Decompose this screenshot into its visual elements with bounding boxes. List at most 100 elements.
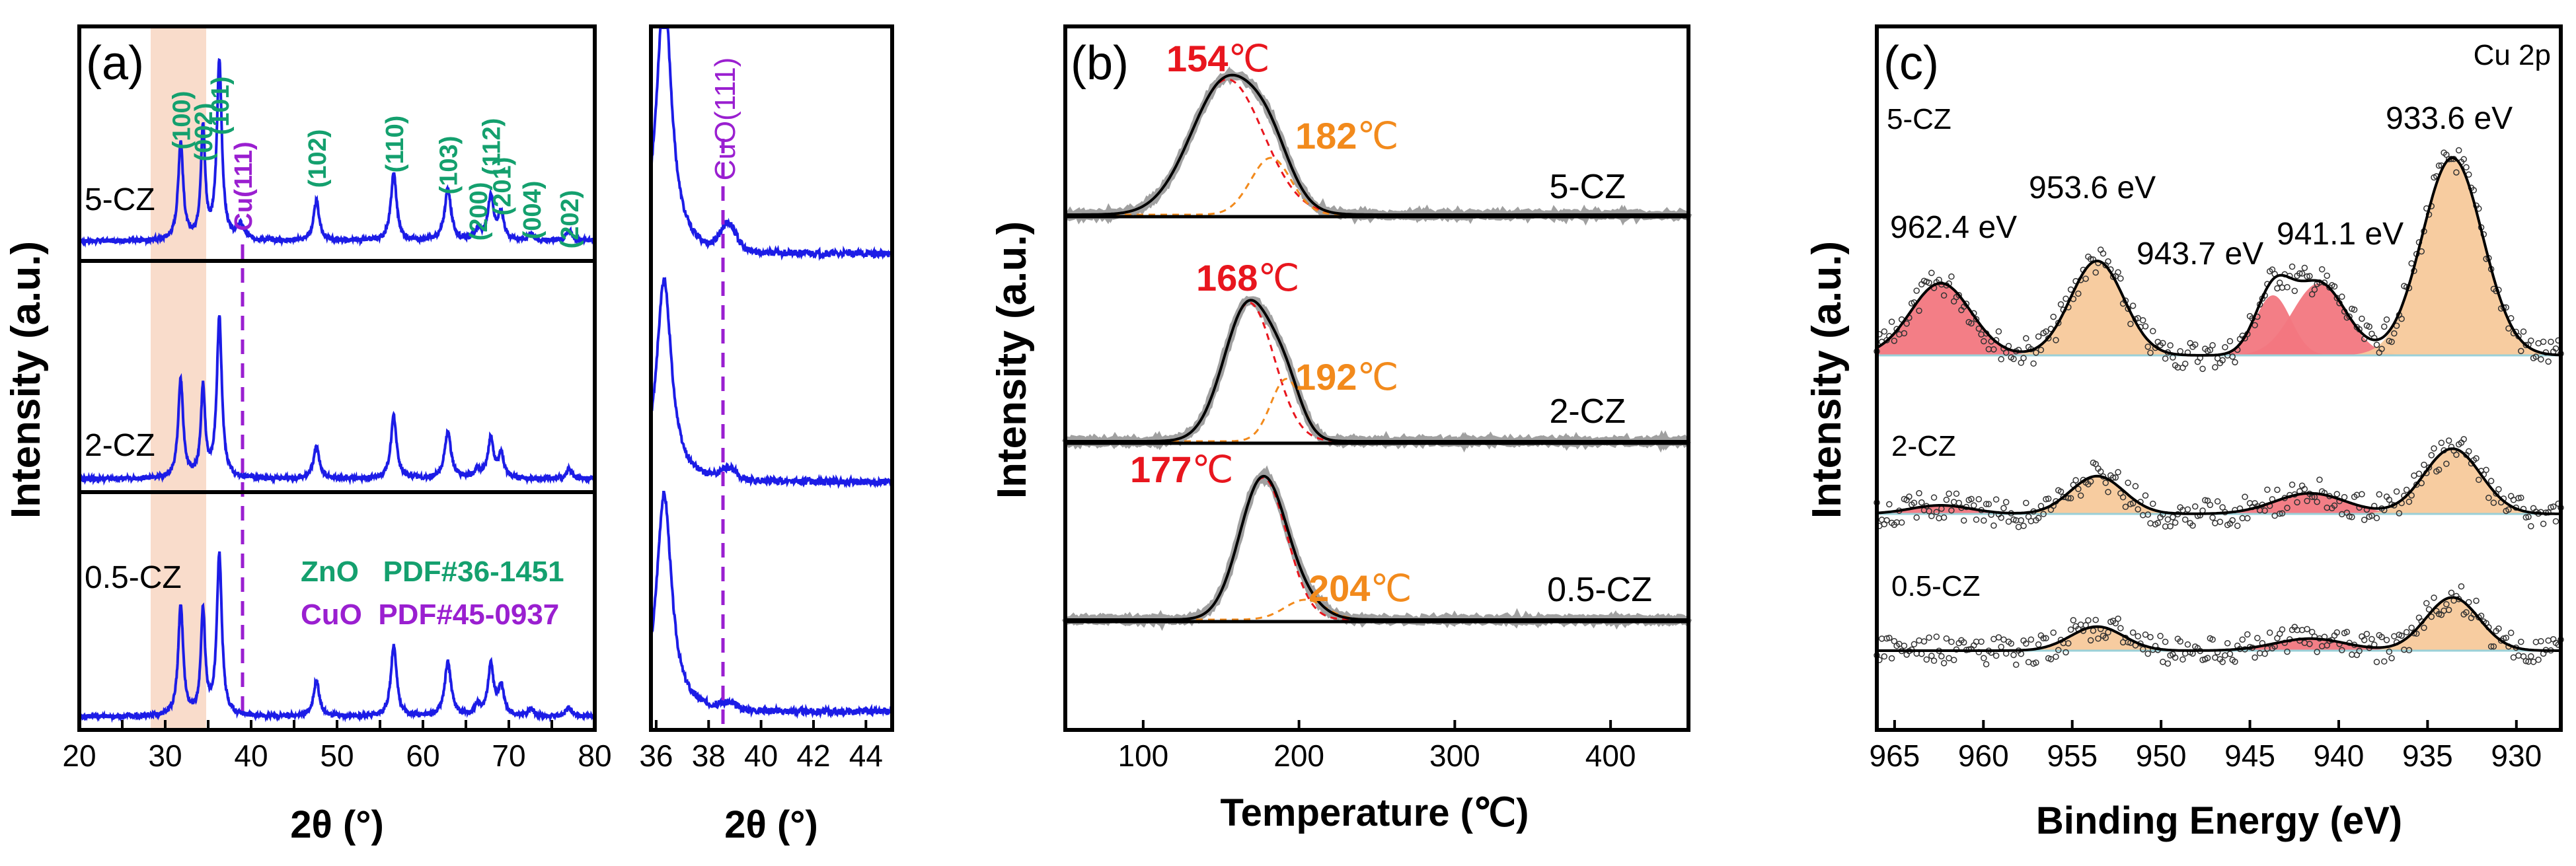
xps-point <box>2460 436 2467 443</box>
xps-point <box>2015 523 2022 530</box>
xps-point <box>2495 486 2502 493</box>
xps-point <box>2518 494 2524 501</box>
xps-point <box>2458 583 2465 590</box>
xps-point <box>1943 496 1950 503</box>
panel-a-zoom-frame <box>649 24 894 732</box>
xrd-zoom-line-5-CZ <box>650 26 893 262</box>
xps-point <box>2112 474 2119 481</box>
panel-c-frame <box>1875 24 2563 732</box>
xps-point <box>2139 317 2146 324</box>
xps-point <box>2383 637 2390 643</box>
zoom-x-tick-label-44: 44 <box>849 739 883 773</box>
xrd-peak-label-(100): (100) <box>168 91 196 150</box>
xps-point <box>2085 617 2092 624</box>
xps-point <box>2505 506 2512 513</box>
xps-point <box>2222 343 2228 351</box>
xps-point <box>2065 640 2072 647</box>
xps-point <box>1973 516 1980 523</box>
panel-c-annotation-953: 953.6 eV <box>2029 170 2156 205</box>
xps-point <box>1985 501 1992 507</box>
xps-point <box>2102 634 2109 641</box>
zoom-x-tick-label-40: 40 <box>744 739 778 773</box>
panel-c-annotation-962: 962.4 eV <box>1890 210 2017 245</box>
xps-point <box>1990 346 1997 353</box>
xps-point <box>2109 474 2117 481</box>
xps-point <box>2097 246 2104 253</box>
xps-envelope-5-CZ <box>1876 156 2559 357</box>
xps-x-tick-label-940: 940 <box>2314 739 2365 773</box>
xps-point <box>2324 272 2330 279</box>
panel-b-x-ticks: 100 200 300 400 <box>1118 720 1636 773</box>
xps-point <box>2117 275 2124 282</box>
xps-point <box>2284 505 2291 511</box>
xps-point <box>2144 650 2151 657</box>
xps-point <box>1998 356 2004 363</box>
xps-point <box>2520 328 2527 335</box>
xps-point <box>2339 647 2345 653</box>
panel-c-series-label-05cz: 0.5-CZ <box>1891 570 1980 602</box>
xps-point <box>1948 273 1955 280</box>
xps-point <box>2261 650 2268 657</box>
xps-point <box>2075 290 2082 297</box>
xps-point <box>1916 489 1922 497</box>
xps-point <box>2532 353 2540 360</box>
xps-x-tick-label-965: 965 <box>1870 739 1920 773</box>
xps-point <box>2406 498 2413 505</box>
xrd-peak-label-(110): (110) <box>381 116 409 173</box>
xps-point <box>2473 597 2480 604</box>
panel-b-frame <box>1063 24 1690 732</box>
xps-point <box>2361 637 2368 643</box>
xps-point <box>2460 156 2467 162</box>
xps-point <box>2463 609 2470 616</box>
xps-point <box>2381 658 2388 665</box>
xps-point <box>1911 499 1918 506</box>
xps-point <box>2518 347 2524 355</box>
xps-point <box>1968 320 1975 327</box>
xps-point <box>2053 337 2059 343</box>
panel-a-peak-labels: (100)(002)(101)Cu(111) (102) (110) (103)(20… <box>168 77 584 249</box>
xps-point <box>2087 478 2094 485</box>
xps-point <box>2002 499 2010 505</box>
xps-point <box>2528 523 2534 530</box>
xps-point <box>2244 631 2251 638</box>
xps-point <box>2383 316 2390 323</box>
xps-point <box>2428 452 2435 458</box>
xps-point <box>2047 656 2055 663</box>
xps-point <box>2010 355 2017 363</box>
xps-point <box>2398 315 2405 322</box>
xps-point <box>2304 626 2310 633</box>
xps-point <box>2408 492 2415 499</box>
xps-point <box>2421 461 2427 468</box>
xps-point <box>2018 517 2025 524</box>
xps-point <box>2142 492 2149 499</box>
xps-point <box>1978 638 1985 645</box>
xps-point <box>2252 654 2258 661</box>
xrd-zoom-line-0.5-CZ <box>650 491 893 719</box>
xps-point <box>1906 493 1913 500</box>
xps-point <box>1913 514 1920 521</box>
panel-b-y-axis-label: Intensity (a.u.) <box>989 221 1035 499</box>
xps-point <box>2216 519 2224 525</box>
xps-point <box>2232 359 2238 366</box>
xps-point <box>2154 519 2162 526</box>
xps-point <box>2431 595 2437 601</box>
xps-point <box>2525 513 2532 521</box>
x-tick-label-20: 20 <box>62 739 96 773</box>
xps-envelope-0.5-CZ <box>1877 596 2559 652</box>
panel-a-legend-cuo: CuO PDF#45-0937 <box>301 598 559 631</box>
xps-point <box>2184 641 2191 648</box>
tpr-fit-total-2-CZ <box>1065 299 1688 443</box>
xps-point <box>2212 520 2218 526</box>
xps-point <box>2279 284 2286 291</box>
xps-point <box>1983 661 1990 668</box>
panel-a-y-axis-label: Intensity (a.u.) <box>3 241 49 519</box>
xps-point <box>2219 659 2226 665</box>
xps-point <box>2490 643 2497 650</box>
xps-point <box>1998 514 2004 521</box>
xps-point <box>2181 516 2189 523</box>
panel-a-legend-zno: ZnO PDF#36-1451 <box>301 556 564 588</box>
xps-point <box>2520 653 2527 660</box>
panel-a-series-label-2cz: 2-CZ <box>85 428 155 463</box>
xps-point <box>2020 523 2027 529</box>
xps-point <box>1983 501 1990 507</box>
